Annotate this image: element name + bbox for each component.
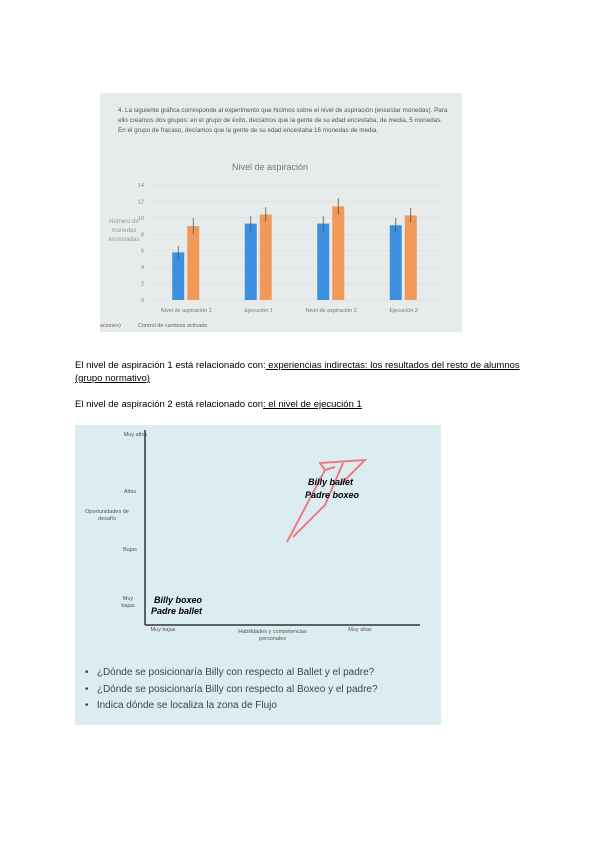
bar bbox=[389, 225, 402, 300]
y-tick-label: 8 bbox=[141, 232, 144, 238]
bullet-text: ¿Dónde se posicionaría Billy con respect… bbox=[96, 684, 378, 695]
bullet-text: Indica dónde se localiza la zona de Fluj… bbox=[96, 700, 277, 711]
y-label: Oportunidades de desafío bbox=[85, 509, 129, 522]
y-axis-label: Número de monedas encestadas bbox=[108, 219, 140, 243]
x-tick-label: Ejecución 1 bbox=[245, 308, 273, 314]
y-tick-label: 4 bbox=[141, 265, 144, 271]
diagram bbox=[144, 430, 420, 626]
y-label: Muy altos bbox=[123, 432, 148, 438]
photo bbox=[75, 425, 441, 725]
y-label: Bajas bbox=[123, 547, 137, 553]
question: 4. La siguiente gráfica corresponde al e… bbox=[118, 107, 448, 134]
text: El nivel de aspiración 2 está relacionad… bbox=[75, 399, 264, 410]
y-label: Muy bajas bbox=[121, 596, 135, 609]
x-label: Muy bajas bbox=[150, 627, 176, 633]
footer: Control de cambios activado bbox=[138, 323, 208, 329]
bullet-text: ¿Dónde se posicionaría Billy con respect… bbox=[96, 667, 375, 678]
x-label: Habilidades y competencias personales bbox=[238, 629, 307, 642]
x-tick-label: Nivel de aspiración 2 bbox=[306, 308, 357, 314]
footer: aciones) bbox=[100, 323, 121, 329]
y-tick-label: 14 bbox=[138, 183, 144, 189]
paragraph: El nivel de aspiración 2 está relacionad… bbox=[75, 398, 525, 411]
bullet: • ¿Dónde se posicionaría Billy con respe… bbox=[85, 667, 375, 678]
y-tick-label: 0 bbox=[141, 298, 144, 304]
answer: experiencias indirectas: los resultados … bbox=[75, 360, 520, 384]
bar bbox=[317, 223, 330, 300]
bullet: • Indica dónde se localiza la zona de Fl… bbox=[85, 700, 277, 711]
y-tick-label: 2 bbox=[141, 282, 144, 288]
bar bbox=[244, 223, 257, 300]
annotation: Billy boxeo bbox=[154, 595, 203, 605]
y-tick-label: 10 bbox=[138, 216, 144, 222]
x-tick-label: Nivel de aspiración 1 bbox=[161, 308, 212, 314]
x-tick-label: Ejecución 2 bbox=[390, 308, 418, 314]
y-tick-label: 6 bbox=[141, 249, 144, 255]
bar bbox=[172, 252, 185, 300]
annotation: Padre ballet bbox=[151, 606, 203, 616]
bar bbox=[332, 206, 345, 300]
answer: : el nivel de ejecución 1 bbox=[263, 399, 362, 410]
chart-title: Nivel de aspiración bbox=[232, 162, 308, 172]
annotation: Billy ballet bbox=[308, 477, 354, 487]
y-tick-label: 12 bbox=[138, 199, 144, 205]
paragraph: El nivel de aspiración 1 está relacionad… bbox=[75, 359, 525, 385]
text: El nivel de aspiración 1 está relacionad… bbox=[75, 360, 266, 371]
bar bbox=[259, 214, 272, 300]
bar bbox=[404, 215, 417, 300]
y-label: Altas bbox=[123, 489, 137, 495]
annotation: Padre boxeo bbox=[305, 490, 360, 500]
bullet: • ¿Dónde se posicionaría Billy con respe… bbox=[85, 684, 378, 695]
bar bbox=[187, 226, 200, 300]
x-label: Muy altas bbox=[348, 627, 372, 633]
